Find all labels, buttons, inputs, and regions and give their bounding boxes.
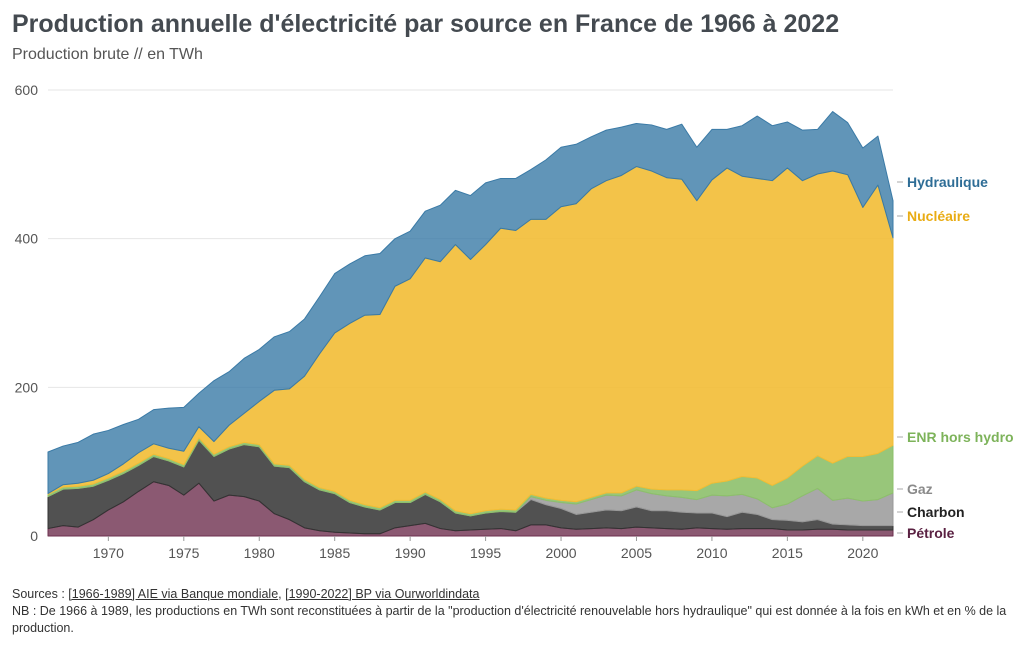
source-link-aie[interactable]: [1966-1989] AIE via Banque mondiale (68, 587, 279, 601)
area-hydraulique (47, 111, 894, 495)
footnote: NB : De 1966 à 1989, les productions en … (12, 604, 1007, 635)
series-label: Charbon (907, 504, 965, 520)
x-tick-label: 2010 (696, 545, 727, 561)
x-tick-label: 2015 (772, 545, 803, 561)
x-tick-label: 1970 (93, 545, 124, 561)
y-tick-label: 0 (30, 528, 38, 544)
chart-subtitle: Production brute // en TWh (12, 46, 203, 63)
sources-separator: , (278, 587, 286, 601)
series-label: Gaz (907, 481, 933, 497)
x-tick-label: 1975 (168, 545, 199, 561)
sources-prefix: Sources : (12, 587, 69, 601)
stacked-area-chart: 0 200 400 600 1970 1975 1980 1985 1990 1995 2000 20… (15, 82, 1014, 561)
x-tick-label: 2020 (847, 545, 878, 561)
x-tick-label: 2005 (621, 545, 652, 561)
x-tick-label: 1980 (244, 545, 275, 561)
x-tick-label: 1985 (319, 545, 350, 561)
x-tick-label: 1990 (395, 545, 426, 561)
y-tick-label: 200 (15, 379, 39, 395)
y-tick-label: 600 (15, 82, 39, 98)
series-label: Hydraulique (907, 174, 988, 190)
y-tick-label: 400 (15, 231, 39, 247)
x-tick-label: 1995 (470, 545, 501, 561)
series-label: ENR hors hydro (907, 429, 1014, 445)
series-label: Nucléaire (907, 208, 970, 224)
source-link-bp[interactable]: [1990-2022] BP via Ourworldindata (285, 587, 480, 601)
series-label: Pétrole (907, 525, 955, 541)
chart-title: Production annuelle d'électricité par so… (12, 10, 840, 38)
x-tick-label: 2000 (545, 545, 576, 561)
chart-footer: Sources : [1966-1989] AIE via Banque mon… (12, 586, 1012, 637)
